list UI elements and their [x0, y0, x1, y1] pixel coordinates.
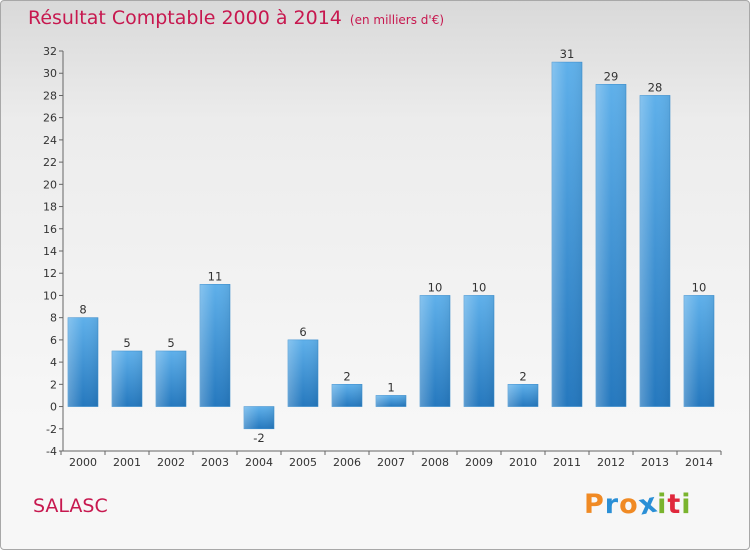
y-tick-label: 20: [43, 178, 57, 191]
proxiti-logo: Proxiti: [584, 487, 692, 521]
y-tick-label: 6: [50, 334, 57, 347]
y-tick-label: 4: [50, 356, 57, 369]
x-tick-label: 2005: [289, 456, 317, 469]
data-label: 31: [560, 47, 575, 61]
commune-name: SALASC: [33, 495, 108, 517]
bars: [67, 61, 715, 430]
bar-shine: [112, 351, 142, 407]
logo-letter: o: [619, 489, 639, 520]
data-label: 11: [208, 269, 223, 283]
logo-letter: t: [667, 489, 682, 520]
x-tick-label: 2009: [465, 456, 493, 469]
x-tick-label: 2000: [69, 456, 97, 469]
chart-title-main: Résultat Comptable 2000 à 2014: [28, 7, 342, 29]
y-tick-label: 28: [43, 89, 57, 102]
bar-shine: [684, 295, 714, 407]
chart-title-unit: (en milliers d'€): [349, 13, 445, 27]
data-label: 5: [123, 336, 130, 350]
x-tick-label: 2001: [113, 456, 141, 469]
bar-shine: [552, 62, 582, 407]
x-tick-label: 2004: [245, 456, 273, 469]
logo-letter: r: [604, 489, 620, 520]
y-tick-label: 10: [43, 289, 57, 302]
y-tick-label: -4: [46, 445, 57, 458]
y-tick-label: 8: [50, 312, 57, 325]
y-tick-label: 2: [50, 378, 57, 391]
y-tick-label: 16: [43, 223, 57, 236]
data-label: 8: [79, 303, 86, 317]
data-label: 2: [519, 369, 526, 383]
data-label: 10: [428, 280, 443, 294]
data-label: 5: [167, 336, 174, 350]
y-tick-label: 0: [50, 401, 57, 414]
y-tick-label: 26: [43, 112, 57, 125]
bar-shine: [200, 284, 230, 407]
data-label: 6: [299, 325, 306, 339]
bar-shine: [68, 317, 98, 407]
data-label: 10: [692, 280, 707, 294]
x-tick-label: 2006: [333, 456, 361, 469]
bar-shine: [332, 384, 362, 407]
x-tick-label: 2013: [641, 456, 669, 469]
y-tick-label: 22: [43, 156, 57, 169]
data-label: 2: [343, 369, 350, 383]
bar-shine: [508, 384, 538, 407]
bar-shine: [376, 395, 406, 407]
bar-shine: [244, 406, 274, 429]
x-tick-label: 2008: [421, 456, 449, 469]
logo-letter: P: [584, 489, 605, 520]
x-tick-label: 2012: [597, 456, 625, 469]
bar-shine: [464, 295, 494, 407]
y-tick-label: -2: [46, 423, 57, 436]
y-tick-label: 18: [43, 201, 57, 214]
logo-letter: i: [657, 489, 668, 520]
y-tick-label: 32: [43, 45, 57, 58]
x-tick-label: 2003: [201, 456, 229, 469]
x-tick-label: 2007: [377, 456, 405, 469]
y-tick-label: 14: [43, 245, 57, 258]
y-tick-label: 12: [43, 267, 57, 280]
x-tick-label: 2010: [509, 456, 537, 469]
data-labels: 8 5 5 11 -2 6 2 1 10 10 2 31 29 28 10: [79, 47, 706, 445]
logo-letter: i: [681, 489, 692, 520]
x-tick-label: 2011: [553, 456, 581, 469]
data-label: 29: [604, 69, 619, 83]
data-label: 1: [387, 380, 394, 394]
bar-shine: [420, 295, 450, 407]
bar-shine: [640, 95, 670, 407]
y-tick-label: 30: [43, 67, 57, 80]
x-tick-label: 2014: [685, 456, 713, 469]
chart-title: Résultat Comptable 2000 à 2014 (en millie…: [28, 7, 444, 29]
data-label: 10: [472, 280, 487, 294]
data-label: 28: [648, 80, 663, 94]
x-tick-label: 2002: [157, 456, 185, 469]
bar-shine: [288, 339, 318, 407]
data-label: -2: [253, 431, 264, 445]
bar-shine: [596, 84, 626, 407]
y-tick-label: 24: [43, 134, 57, 147]
bar-shine: [156, 351, 186, 407]
